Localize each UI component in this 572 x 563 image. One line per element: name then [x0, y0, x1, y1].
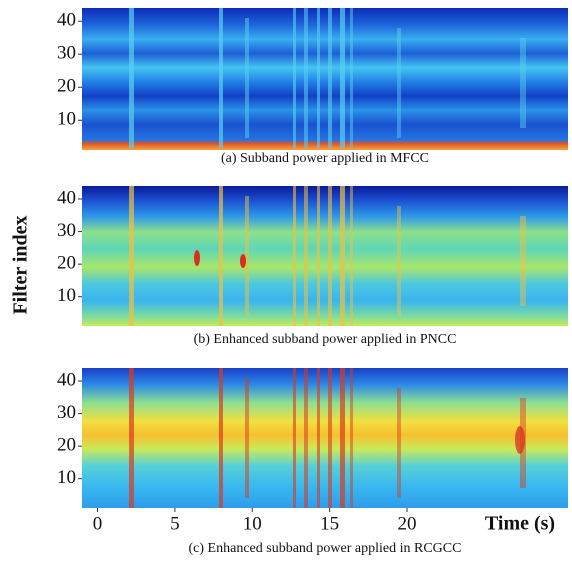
y-tick-label: 30	[57, 43, 76, 64]
x-tick-label: 15	[320, 513, 339, 534]
x-axis-label: Time (s)	[485, 513, 555, 535]
x-tick-label: 5	[170, 513, 180, 534]
panel-b	[82, 186, 568, 326]
y-tick-label: 40	[57, 187, 76, 208]
y-tick-label: 20	[57, 434, 76, 455]
y-tick-label: 30	[57, 220, 76, 241]
spectrogram	[82, 186, 568, 326]
panel-c	[82, 368, 568, 508]
y-tick-label: 20	[57, 76, 76, 97]
y-tick-label: 30	[57, 402, 76, 423]
x-tick-label: 0	[93, 513, 103, 534]
x-tick-label: 10	[243, 513, 262, 534]
x-tick-label: 20	[398, 513, 417, 534]
blob	[515, 426, 525, 454]
y-tick-label: 40	[57, 369, 76, 390]
caption: (b) Enhanced subband power applied in PN…	[194, 332, 457, 347]
y-tick-label: 40	[57, 10, 76, 31]
blob	[194, 250, 200, 266]
y-tick-label: 20	[57, 252, 76, 273]
spectrogram	[82, 368, 568, 508]
caption: (a) Subband power applied in MFCC	[221, 151, 429, 166]
caption: (c) Enhanced subband power applied in RC…	[189, 541, 462, 556]
panel-a	[82, 8, 568, 150]
y-tick-label: 10	[57, 109, 76, 130]
y-axis-label: Filter index	[10, 215, 32, 314]
blob	[240, 254, 246, 268]
y-tick-label: 10	[57, 467, 76, 488]
spectrogram	[82, 8, 568, 150]
y-tick-label: 10	[57, 285, 76, 306]
